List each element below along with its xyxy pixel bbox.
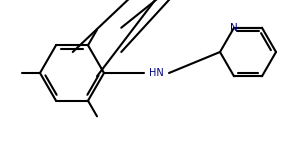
Text: N: N — [230, 23, 238, 33]
Text: HN: HN — [149, 68, 164, 78]
